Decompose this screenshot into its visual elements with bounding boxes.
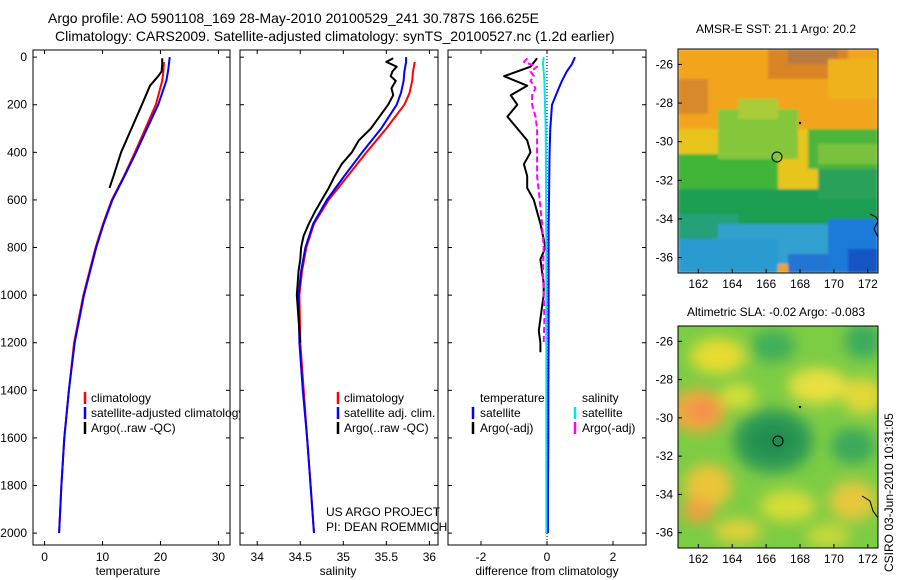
y-tick-label: 1400 [0,383,27,397]
map-y-tick-label: -28 [656,373,674,387]
map-y-tick-label: -30 [656,411,674,425]
legend-sal-argo-label: Argo(-adj) [582,421,635,435]
map-y-tick-label: -28 [656,96,674,110]
y-tick-label: 1600 [0,431,27,445]
y-tick-label: 200 [7,98,27,112]
pi-annotation: PI: DEAN ROEMMICH [326,520,447,534]
map-x-tick-label: 162 [688,277,708,291]
salinity-panel: 34 34.5 35 35.5 36 salinity climatology sate… [239,49,447,578]
sla-heatmap [678,326,878,548]
y-tick-label: 600 [7,193,27,207]
legend-temp-argo-label: Argo(-adj) [480,421,533,435]
x-tick-label: -2 [476,550,487,564]
sla-map-title: Altimetric SLA: -0.02 Argo: -0.083 [687,305,865,319]
sst-map-title: AMSR-E SST: 21.1 Argo: 20.2 [696,22,856,36]
series-line-temperature-satellite [547,56,576,534]
difference-legend: temperature salinity satellite Argo(-adj… [471,391,635,435]
salinity-legend: climatology satellite adj. clim. Argo(..… [336,391,435,435]
project-annotation: US ARGO PROJECT [326,505,441,519]
sla-map-panel: Altimetric SLA: -0.02 Argo: -0.083 [656,305,879,566]
series-line-salinity-satellite [542,57,548,534]
profile-location-marker [771,151,783,163]
legend-argo-label: Argo(..raw -QC) [344,421,429,435]
x-tick-label: 30 [212,550,226,564]
x-tick-label: 35.5 [375,550,399,564]
series-line-satellite-adjusted-climatology [58,56,171,534]
map-x-tick-label: 170 [824,552,844,566]
legend-sal-satellite-label: satellite [582,406,623,420]
map-x-tick-label: 170 [824,277,844,291]
figure-title-line-2: Climatology: CARS2009. Satellite-adjuste… [55,28,615,44]
x-tick-label: 0 [544,550,551,564]
sst-map-panel: AMSR-E SST: 21.1 Argo: 20.2 [656,22,879,291]
difference-panel: -2 0 2 difference from climatology tempera… [447,49,647,578]
figure-title-line-1: Argo profile: AO 5901108_169 28-May-2010… [48,10,539,26]
x-tick-label: 2 [610,550,617,564]
map-x-tick-label: 164 [722,552,742,566]
legend-satellite-label: satellite adj. clim. [344,406,435,420]
series-line-argo-raw-qc [108,58,164,189]
map-x-tick-label: 172 [858,277,878,291]
x-tick-label: 36 [423,550,437,564]
series-line-temperature-argo-adj [503,57,547,353]
series-line-satellite-adj-clim [297,57,408,534]
legend-salinity-header: salinity [582,391,619,405]
temperature-panel: 0 200 400 600 800 1000 1200 1400 1600 1800 2000 0 1… [0,49,244,578]
y-tick-label: 1800 [0,479,27,493]
map-x-tick-label: 166 [756,552,776,566]
y-tick-label: 1000 [0,288,27,302]
sst-heatmap [678,49,878,273]
map-x-tick-label: 166 [756,277,776,291]
map-x-tick-label: 172 [858,552,878,566]
x-tick-label: 34 [251,550,265,564]
map-y-tick-label: -32 [656,173,674,187]
map-y-tick-label: -26 [656,57,674,71]
map-y-tick-label: -26 [656,334,674,348]
legend-temperature-header: temperature [480,391,545,405]
y-tick-label: 400 [7,145,27,159]
x-tick-label: 20 [154,550,168,564]
x-tick-label: 34.5 [289,550,313,564]
map-y-tick-label: -34 [656,487,674,501]
y-tick-label: 0 [20,50,27,64]
difference-x-label: difference from climatology [475,564,618,578]
legend-satellite-label: satellite-adjusted climatology [91,406,244,420]
map-y-tick-label: -30 [656,135,674,149]
csiro-timestamp-label: CSIRO 03-Jun-2010 10:31:05 [882,413,896,572]
series-line-argo-raw-qc [295,57,398,343]
temperature-x-label: temperature [96,564,161,578]
temperature-legend: climatology satellite-adjusted climatolo… [83,391,244,435]
legend-climatology-label: climatology [91,391,151,405]
y-tick-label: 2000 [0,526,27,540]
x-tick-label: 35 [337,550,351,564]
x-tick-label: 10 [96,550,110,564]
profile-location-marker [772,435,784,447]
map-x-tick-label: 168 [790,552,810,566]
x-tick-label: 0 [41,550,48,564]
map-x-tick-label: 164 [722,277,742,291]
y-tick-label: 1200 [0,336,27,350]
map-x-tick-label: 168 [790,277,810,291]
series-line-salinity-argo-adj [522,57,546,343]
map-x-tick-label: 162 [688,552,708,566]
salinity-axes-frame [239,49,439,546]
map-y-tick-label: -32 [656,449,674,463]
y-tick-label: 800 [7,241,27,255]
legend-argo-label: Argo(..raw -QC) [91,421,176,435]
salinity-x-label: salinity [320,564,357,578]
map-y-tick-label: -34 [656,212,674,226]
legend-climatology-label: climatology [344,391,404,405]
legend-temp-satellite-label: satellite [480,406,521,420]
map-y-tick-label: -36 [656,526,674,540]
map-y-tick-label: -36 [656,251,674,265]
temperature-axes-frame [32,49,231,546]
